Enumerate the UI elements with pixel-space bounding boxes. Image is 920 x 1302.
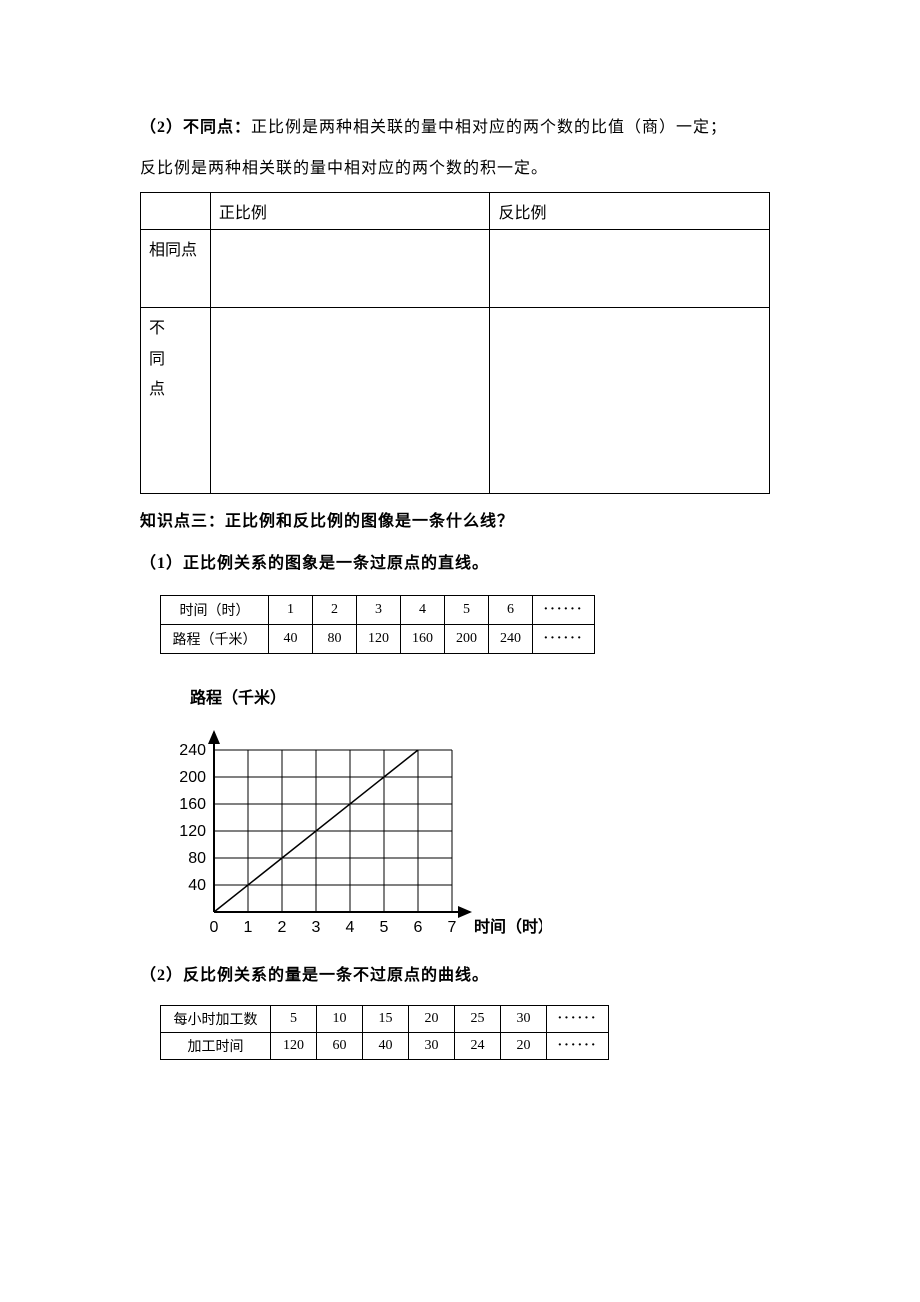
direct-dist-label: 路程（千米） bbox=[161, 624, 269, 653]
direct-dist-6: 240 bbox=[489, 624, 533, 653]
direct-chart: 40 80 120 160 200 240 0 1 2 3 4 5 6 7 时间（时） bbox=[162, 714, 542, 944]
chart-y-title: 路程（千米） bbox=[190, 684, 780, 708]
svg-text:2: 2 bbox=[278, 919, 287, 936]
inverse-rate-dots: ······ bbox=[547, 1005, 609, 1032]
inverse-rate-1: 5 bbox=[271, 1005, 317, 1032]
inverse-rate-2: 10 bbox=[317, 1005, 363, 1032]
direct-dist-2: 80 bbox=[313, 624, 357, 653]
intro-rest: 正比例是两种相关联的量中相对应的两个数的比值（商）一定； bbox=[251, 119, 727, 136]
compare-same-row: 相同点 bbox=[141, 230, 770, 308]
inverse-time-2: 60 bbox=[317, 1032, 363, 1059]
intro-bold: （2）不同点： bbox=[140, 119, 251, 136]
direct-time-dots: ······ bbox=[533, 595, 595, 624]
inverse-data-table: 每小时加工数 5 10 15 20 25 30 ······ 加工时间 120 … bbox=[160, 1005, 609, 1060]
diff-char-3: 点 bbox=[149, 375, 202, 405]
direct-dist-3: 120 bbox=[357, 624, 401, 653]
direct-dist-dots: ······ bbox=[533, 624, 595, 653]
inverse-time-4: 30 bbox=[409, 1032, 455, 1059]
inverse-time-3: 40 bbox=[363, 1032, 409, 1059]
compare-same-pos bbox=[210, 230, 490, 308]
svg-text:5: 5 bbox=[380, 919, 389, 936]
compare-diff-pos bbox=[210, 308, 490, 494]
compare-diff-label: 不 同 点 bbox=[141, 308, 211, 494]
direct-time-6: 6 bbox=[489, 595, 533, 624]
kp3-sub1: （1）正比例关系的图象是一条过原点的直线。 bbox=[140, 546, 780, 581]
inverse-rate-4: 20 bbox=[409, 1005, 455, 1032]
compare-blank-cell bbox=[141, 193, 211, 230]
inverse-time-dots: ······ bbox=[547, 1032, 609, 1059]
direct-time-2: 2 bbox=[313, 595, 357, 624]
svg-text:40: 40 bbox=[188, 877, 206, 894]
svg-text:0: 0 bbox=[210, 919, 219, 936]
svg-text:7: 7 bbox=[448, 919, 457, 936]
direct-dist-4: 160 bbox=[401, 624, 445, 653]
direct-time-3: 3 bbox=[357, 595, 401, 624]
compare-same-neg bbox=[490, 230, 770, 308]
direct-row-time: 时间（时） 1 2 3 4 5 6 ······ bbox=[161, 595, 595, 624]
svg-text:200: 200 bbox=[179, 769, 206, 786]
inverse-time-6: 20 bbox=[501, 1032, 547, 1059]
direct-time-4: 4 bbox=[401, 595, 445, 624]
diff-char-1: 不 bbox=[149, 314, 202, 344]
direct-time-5: 5 bbox=[445, 595, 489, 624]
inverse-rate-6: 30 bbox=[501, 1005, 547, 1032]
svg-text:160: 160 bbox=[179, 796, 206, 813]
intro-para-2: 反比例是两种相关联的量中相对应的两个数的积一定。 bbox=[140, 151, 780, 186]
direct-dist-5: 200 bbox=[445, 624, 489, 653]
svg-text:6: 6 bbox=[414, 919, 423, 936]
compare-diff-row: 不 同 点 bbox=[141, 308, 770, 494]
inverse-time-1: 120 bbox=[271, 1032, 317, 1059]
inverse-row-time: 加工时间 120 60 40 30 24 20 ······ bbox=[161, 1032, 609, 1059]
compare-neg-head: 反比例 bbox=[490, 193, 770, 230]
compare-diff-neg bbox=[490, 308, 770, 494]
intro-para-1: （2）不同点：正比例是两种相关联的量中相对应的两个数的比值（商）一定； bbox=[140, 110, 780, 145]
direct-row-dist: 路程（千米） 40 80 120 160 200 240 ······ bbox=[161, 624, 595, 653]
compare-pos-head: 正比例 bbox=[210, 193, 490, 230]
direct-dist-1: 40 bbox=[269, 624, 313, 653]
compare-same-label: 相同点 bbox=[141, 230, 211, 308]
direct-data-table: 时间（时） 1 2 3 4 5 6 ······ 路程（千米） 40 80 12… bbox=[160, 595, 595, 654]
compare-header-row: 正比例 反比例 bbox=[141, 193, 770, 230]
svg-text:120: 120 bbox=[179, 823, 206, 840]
svg-text:1: 1 bbox=[244, 919, 253, 936]
compare-table: 正比例 反比例 相同点 不 同 点 bbox=[140, 192, 770, 494]
inverse-rate-3: 15 bbox=[363, 1005, 409, 1032]
svg-text:80: 80 bbox=[188, 850, 206, 867]
inverse-rate-label: 每小时加工数 bbox=[161, 1005, 271, 1032]
inverse-time-label: 加工时间 bbox=[161, 1032, 271, 1059]
direct-time-label: 时间（时） bbox=[161, 595, 269, 624]
inverse-rate-5: 25 bbox=[455, 1005, 501, 1032]
kp3-title: 知识点三：正比例和反比例的图像是一条什么线？ bbox=[140, 504, 780, 539]
direct-chart-wrap: 路程（千米） 40 80 120 160 200 240 0 1 2 3 4 5 6 7 时间（时） bbox=[162, 684, 780, 944]
svg-text:时间（时）: 时间（时） bbox=[474, 917, 542, 936]
kp3-sub2: （2）反比例关系的量是一条不过原点的曲线。 bbox=[140, 958, 780, 993]
inverse-row-rate: 每小时加工数 5 10 15 20 25 30 ······ bbox=[161, 1005, 609, 1032]
inverse-time-5: 24 bbox=[455, 1032, 501, 1059]
direct-time-1: 1 bbox=[269, 595, 313, 624]
diff-char-2: 同 bbox=[149, 345, 202, 375]
svg-text:3: 3 bbox=[312, 919, 321, 936]
svg-text:240: 240 bbox=[179, 742, 206, 759]
svg-text:4: 4 bbox=[346, 919, 355, 936]
